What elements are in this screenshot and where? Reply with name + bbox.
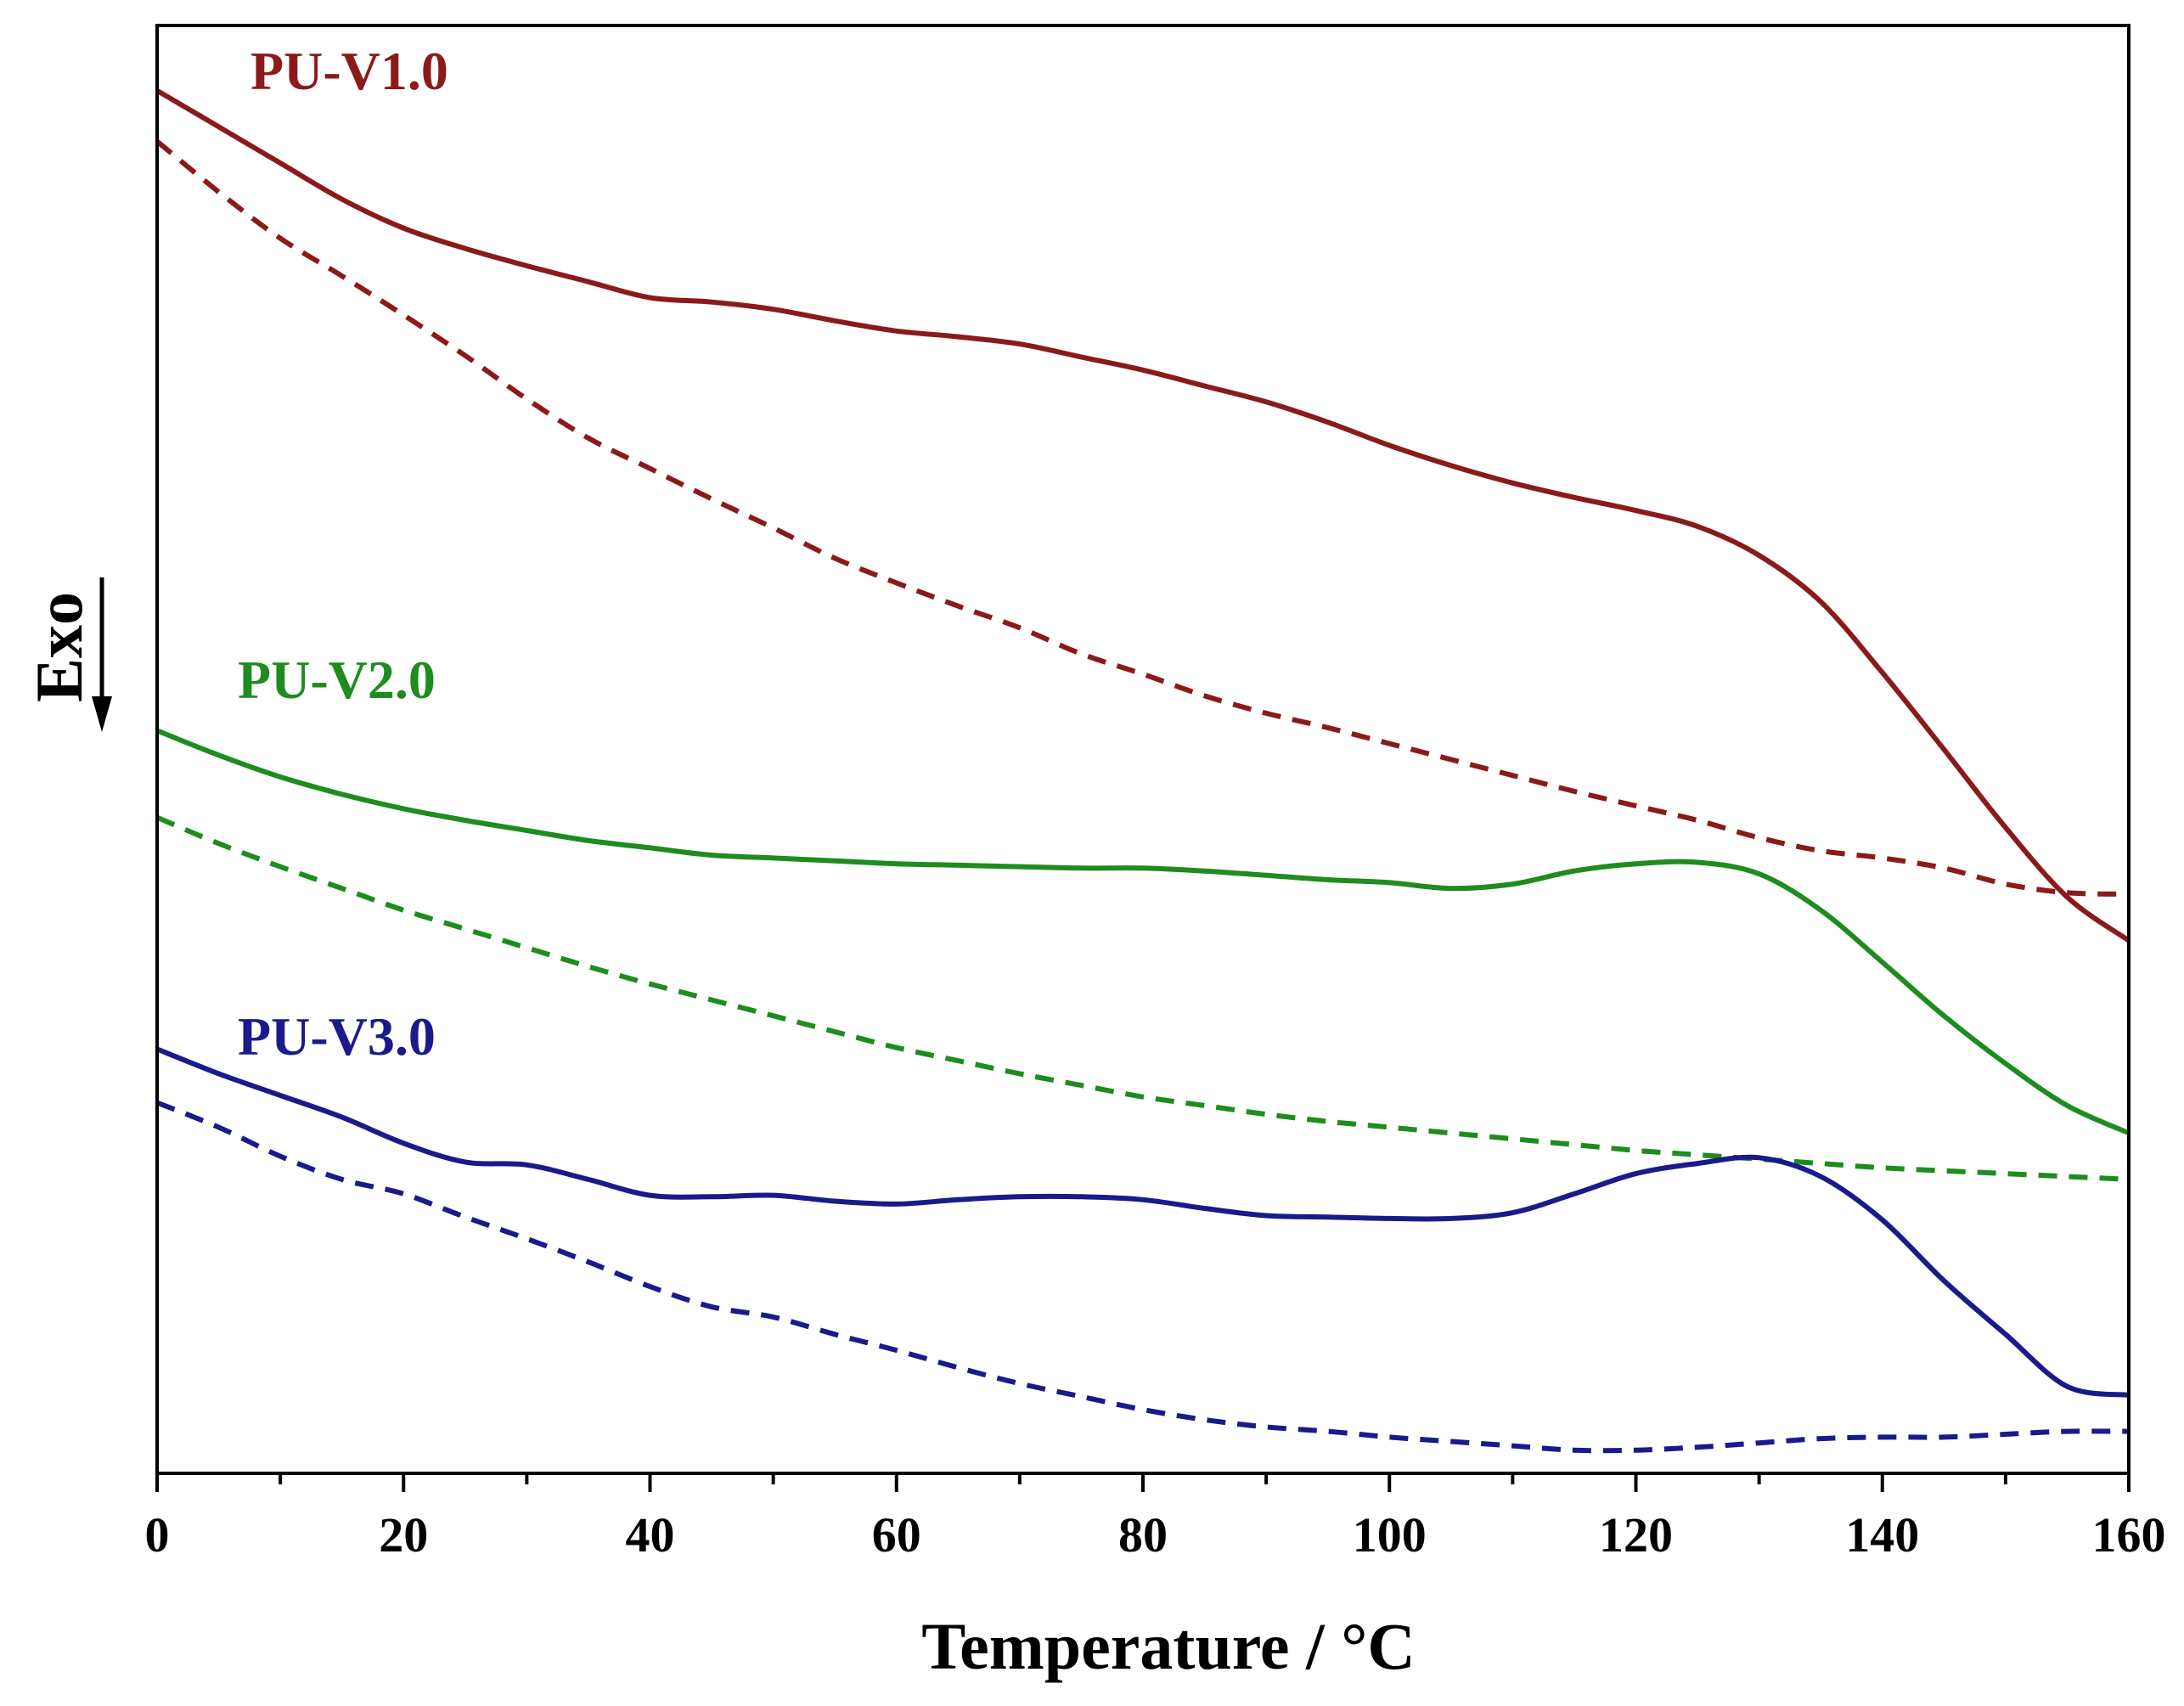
series-line-pu-v1-0-dashed xyxy=(155,139,2130,897)
series-line-pu-v1-0-solid xyxy=(155,88,2131,943)
series-line-pu-v3-0-solid xyxy=(155,1046,2130,1398)
series-label-pu-v3-0: PU-V3.0 xyxy=(238,1006,436,1067)
x-tick-label: 60 xyxy=(872,1507,921,1562)
series-line-pu-v2-0-dashed xyxy=(155,814,2130,1182)
x-tick-label: 80 xyxy=(1118,1507,1168,1562)
x-tick-label: 160 xyxy=(2092,1507,2166,1562)
series-label-pu-v2-0: PU-V2.0 xyxy=(238,650,436,710)
x-tick-label: 140 xyxy=(1845,1507,1919,1562)
arrow-down-icon xyxy=(92,696,112,732)
x-tick-label: 20 xyxy=(379,1507,428,1562)
series-label-pu-v1-0: PU-V1.0 xyxy=(250,41,448,101)
series-line-pu-v3-0-dashed xyxy=(155,1100,2130,1454)
x-tick-label: 100 xyxy=(1353,1507,1427,1562)
y-axis-title: Exo xyxy=(22,592,96,702)
x-tick-label: 0 xyxy=(145,1507,170,1562)
series-labels: PU-V1.0 PU-V2.0 PU-V3.0 xyxy=(238,41,448,1067)
series-line-pu-v2-0-solid xyxy=(155,728,2131,1136)
x-axis-title: Temperature / °C xyxy=(921,1609,1415,1683)
x-tick-label: 120 xyxy=(1599,1507,1673,1562)
y-axis-title-group: Exo xyxy=(22,577,112,732)
series-layer xyxy=(155,88,2131,1454)
x-tick-label: 40 xyxy=(626,1507,675,1562)
x-axis-ticks: 0 20 40 60 80 100 120 140 160 xyxy=(145,1473,2166,1562)
